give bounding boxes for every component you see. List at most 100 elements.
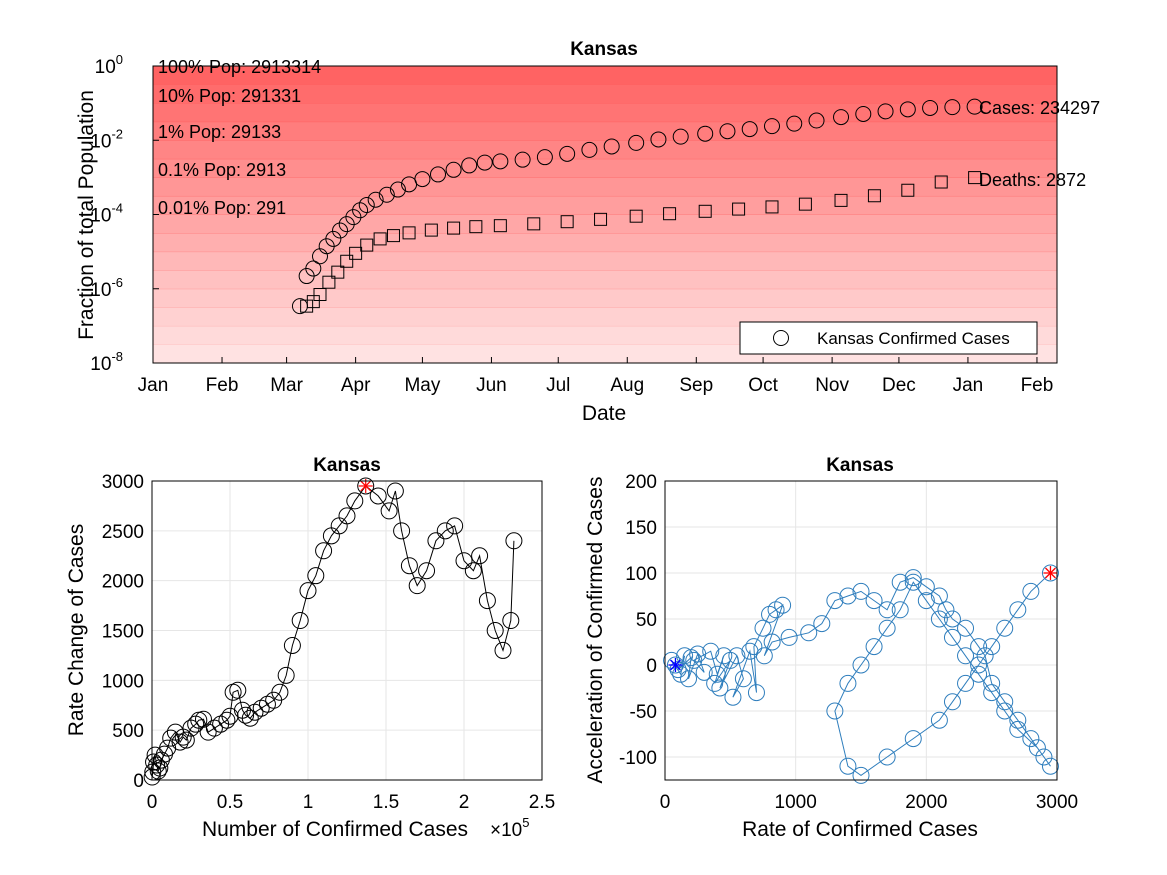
cases-circle-marker [808, 112, 825, 129]
bottom-left-x-tick-label: 1 [303, 792, 314, 813]
deaths-square-marker [901, 183, 915, 197]
cases-circle-marker [628, 134, 645, 151]
deaths-square-marker [629, 209, 643, 223]
bottom-right-point [852, 582, 870, 600]
bottom-right-point [996, 693, 1014, 711]
bottom-left-point [229, 681, 247, 699]
bottom-right-point [813, 615, 831, 633]
deaths-square-marker [402, 226, 416, 240]
top-x-tick-label: Nov [815, 375, 849, 396]
bottom-right-x-tick-label: 1000 [775, 792, 817, 813]
bottom-right-point [983, 638, 1001, 656]
deaths-square-marker [594, 212, 608, 226]
deaths-square-marker [373, 232, 387, 246]
cases-circle-marker [741, 121, 758, 138]
bottom-right-point [917, 592, 935, 610]
bottom-left-title: Kansas [313, 455, 381, 476]
deaths-square-marker [386, 229, 400, 243]
bottom-left-point [386, 482, 404, 500]
top-y-axis-label: Fraction of total Population [75, 90, 98, 340]
bottom-left-y-tick-label: 1000 [102, 671, 144, 692]
bottom-left-point [171, 733, 189, 751]
top-y-tick-label: 10-6 [90, 275, 123, 301]
deaths-square-marker [663, 207, 677, 221]
top-x-tick-label: Oct [748, 375, 778, 396]
bottom-right-point [676, 647, 694, 665]
bottom-left-point [455, 552, 473, 570]
bottom-right-point [852, 766, 870, 784]
bottom-left-point [486, 622, 504, 639]
bottom-left-point [315, 542, 333, 560]
bottom-left-x-multiplier-base: ×10 [490, 820, 522, 841]
bottom-right-point [706, 674, 724, 692]
cases-circle-marker [672, 128, 689, 145]
bottom-left-x-tick-label: 0 [147, 792, 158, 813]
bottom-right-point [976, 647, 994, 665]
bottom-right-point [983, 684, 1001, 702]
bottom-left-x-tick-label: 2 [459, 792, 470, 813]
bottom-right-point [1009, 711, 1027, 729]
deaths-square-marker [306, 295, 320, 309]
bottom-left-y-axis-label: Rate Change of Cases [65, 524, 88, 736]
bottom-left-subplot: 0 0.5 1 1.5 2 2.5 0 500 1000 1500 2000 2500 3000 Ka… [65, 455, 555, 841]
bottom-left-point [400, 557, 418, 575]
bottom-right-point [839, 587, 857, 605]
bottom-right-point [930, 711, 948, 729]
cases-circle-marker [430, 166, 447, 183]
legend-entry-label: Kansas Confirmed Cases [817, 329, 1010, 348]
deaths-square-marker [469, 220, 483, 234]
cases-circle-marker [786, 115, 803, 132]
bottom-right-point [878, 748, 896, 766]
bottom-right-start-star-marker [668, 658, 683, 672]
bottom-right-x-tick-label: 0 [660, 792, 671, 813]
bottom-left-point [471, 547, 489, 565]
bottom-right-point [891, 601, 909, 619]
bottom-right-point [983, 674, 1001, 692]
top-y-ticks: 100 10-2 10-4 10-6 10-8 [90, 52, 159, 375]
bottom-left-point [393, 522, 411, 540]
bottom-right-point [672, 665, 690, 683]
cases-circle-marker [559, 145, 576, 162]
top-x-tick-label: Apr [341, 375, 371, 396]
bottom-left-point [291, 612, 309, 630]
bottom-right-point [930, 587, 948, 605]
deaths-square-marker [834, 193, 848, 207]
cases-circle-marker [697, 125, 714, 142]
top-y-tick-label: 10-4 [90, 201, 123, 227]
bottom-right-point [747, 684, 765, 702]
population-band-background [153, 66, 1057, 364]
bottom-right-point [970, 656, 988, 674]
top-x-tick-label: Mar [270, 375, 303, 396]
bottom-right-point [721, 651, 739, 669]
bottom-right-point [1022, 730, 1040, 748]
deaths-square-marker [765, 200, 779, 214]
bottom-left-point [505, 532, 523, 550]
top-x-ticks: Jan Feb Mar Apr May Jun Jul Aug Sep Oct Nov Dec Jan F… [138, 357, 1053, 396]
deaths-square-marker [424, 223, 438, 237]
cases-circle-marker [944, 99, 961, 116]
top-x-tick-label: Dec [882, 375, 916, 396]
bottom-left-point [502, 612, 520, 630]
top-x-tick-label: Jan [953, 375, 984, 396]
population-band [153, 214, 1057, 234]
bottom-left-point [338, 507, 356, 525]
bottom-right-point [957, 647, 975, 665]
bottom-right-point [1022, 582, 1040, 600]
deaths-square-marker [867, 189, 881, 203]
bottom-right-point [996, 702, 1014, 720]
population-band [153, 195, 1057, 215]
bottom-right-point [745, 638, 763, 656]
deaths-square-marker [493, 219, 507, 233]
bottom-left-point [369, 487, 387, 505]
bottom-left-point [218, 711, 236, 729]
bottom-right-point [711, 679, 729, 697]
bottom-right-point [891, 573, 909, 591]
bottom-left-point [283, 636, 301, 654]
bottom-left-series-layer [143, 477, 523, 786]
cases-circle-marker [325, 230, 342, 247]
bottom-right-y-tick-label: -100 [619, 748, 657, 769]
bottom-left-axes-box [151, 480, 543, 781]
bottom-left-point [380, 502, 398, 520]
bottom-left-x-tick-label: 2.5 [529, 792, 555, 813]
top-subplot: Jan Feb Mar Apr May Jun Jul Aug Sep Oct Nov Dec Jan F… [75, 39, 1100, 425]
